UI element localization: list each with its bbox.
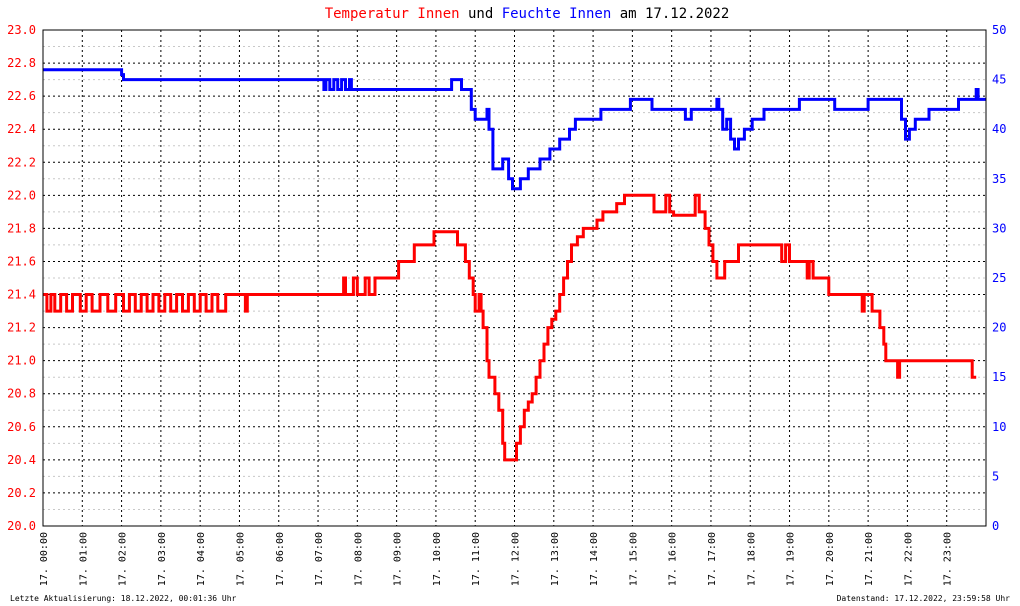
x-tick-label: 17. 16:00 [668, 532, 679, 586]
x-tick-label: 17. 11:00 [471, 532, 482, 586]
x-tick-label: 17. 18:00 [746, 532, 757, 586]
series-layer [43, 68, 986, 462]
series-line-temperature [43, 193, 977, 462]
x-tick-label: 17. 09:00 [393, 532, 404, 586]
y-left-tick-label: 21.4 [7, 288, 36, 302]
y-left-tick-label: 22.4 [7, 122, 36, 136]
y-right-tick-label: 30 [992, 221, 1006, 235]
grid [43, 30, 986, 526]
x-tick-label: 17. 21:00 [864, 532, 875, 586]
y-right-tick-label: 45 [992, 73, 1006, 87]
x-tick-label: 17. 05:00 [235, 532, 246, 586]
y-left-tick-label: 23.0 [7, 23, 36, 37]
x-tick-label: 17. 01:00 [78, 532, 89, 586]
x-tick-label: 17. 14:00 [589, 532, 600, 586]
y-right-tick-label: 10 [992, 420, 1006, 434]
x-axis: 17. 00:00 17. 01:00 17. 02:00 17. 03:00 17. … [39, 532, 954, 586]
y-axis-right: 0 5 10 15 20 25 30 35 40 45 50 [992, 23, 1006, 533]
y-left-tick-label: 21.2 [7, 321, 36, 335]
y-left-tick-label: 22.8 [7, 56, 36, 70]
y-right-tick-label: 40 [992, 122, 1006, 136]
y-left-tick-label: 21.8 [7, 221, 36, 235]
footer-data-status: Datenstand: 17.12.2022, 23:59:58 Uhr [837, 594, 1011, 603]
y-left-tick-label: 20.2 [7, 486, 36, 500]
y-right-tick-label: 20 [992, 321, 1006, 335]
y-right-tick-label: 0 [992, 519, 999, 533]
y-left-tick-label: 20.0 [7, 519, 36, 533]
x-tick-label: 17. 13:00 [550, 532, 561, 586]
x-tick-label: 17. 22:00 [903, 532, 914, 586]
x-tick-label: 17. 06:00 [275, 532, 286, 586]
y-left-tick-label: 22.2 [7, 155, 36, 169]
x-tick-label: 17. 10:00 [432, 532, 443, 586]
y-right-tick-label: 15 [992, 370, 1006, 384]
y-left-tick-label: 21.0 [7, 354, 36, 368]
series-line-humidity [43, 68, 986, 191]
title-temperature: Temperatur Innen [325, 6, 460, 22]
y-left-tick-label: 20.6 [7, 420, 36, 434]
chart-title: Temperatur Innen und Feuchte Innen am 17… [325, 6, 730, 22]
plot-frame [42, 29, 987, 527]
x-tick-label: 17. 15:00 [628, 532, 639, 586]
x-tick-label: 17. 17:00 [707, 532, 718, 586]
footer-last-update: Letzte Aktualisierung: 18.12.2022, 00:01… [10, 594, 237, 603]
x-tick-label: 17. 02:00 [118, 532, 129, 586]
y-left-tick-label: 20.4 [7, 453, 36, 467]
x-tick-label: 17. 04:00 [196, 532, 207, 586]
x-tick-label: 17. 03:00 [157, 532, 168, 586]
x-tick-label: 17. 00:00 [39, 532, 50, 586]
y-right-tick-label: 5 [992, 469, 999, 483]
x-tick-label: 17. 19:00 [786, 532, 797, 586]
y-left-tick-label: 22.0 [7, 188, 36, 202]
y-left-tick-label: 22.6 [7, 89, 36, 103]
x-tick-label: 17. 12:00 [511, 532, 522, 586]
y-left-tick-label: 21.6 [7, 254, 36, 268]
y-axis-left: 20.0 20.2 20.4 20.6 20.8 21.0 21.2 21.4 21.6 21.8… [7, 23, 36, 533]
y-right-tick-label: 25 [992, 271, 1006, 285]
y-left-tick-label: 20.8 [7, 387, 36, 401]
x-tick-label: 17. 07:00 [314, 532, 325, 586]
x-tick-label: 17. 23:00 [943, 532, 954, 586]
title-date: am 17.12.2022 [611, 6, 729, 22]
title-and: und [460, 6, 502, 22]
x-tick-label: 17. 08:00 [353, 532, 364, 586]
x-tick-label: 17. 20:00 [825, 532, 836, 586]
title-humidity: Feuchte Innen [502, 6, 612, 22]
y-right-tick-label: 35 [992, 172, 1006, 186]
y-right-tick-label: 50 [992, 23, 1006, 37]
